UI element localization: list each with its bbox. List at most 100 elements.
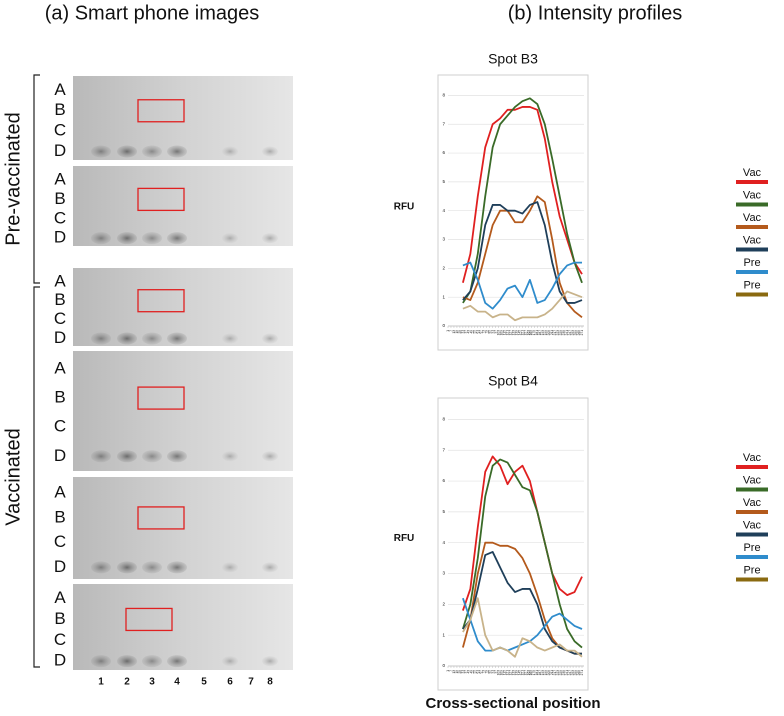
column-label: 1 [98, 677, 104, 688]
x-tick-label: 55 [473, 670, 477, 674]
row-label: A [54, 358, 66, 377]
column-label: 8 [267, 677, 273, 688]
spot [91, 450, 111, 463]
x-tick-label: 235 [562, 330, 566, 336]
row-label: A [54, 483, 66, 502]
group-label: Vaccinated [2, 428, 24, 525]
x-tick-label: 49 [470, 330, 474, 334]
x-tick-label: 145 [517, 670, 521, 676]
y-tick-label: 8 [442, 93, 445, 98]
column-label: 7 [248, 677, 254, 688]
legend-swatch [736, 202, 768, 207]
x-tick-label: 205 [547, 330, 551, 336]
y-tick-label: 3 [442, 237, 445, 242]
x-tick-label: 85 [488, 330, 492, 334]
spot [262, 146, 278, 157]
legend-swatch [736, 180, 768, 184]
legend-swatch [736, 225, 768, 229]
row-label: D [54, 328, 66, 347]
y-tick-label: 5 [442, 179, 445, 184]
x-tick-label: 157 [523, 330, 527, 336]
row-label: B [54, 189, 65, 208]
x-tick-label: 115 [502, 670, 506, 675]
y-tick-label: 5 [442, 509, 445, 514]
spot [142, 450, 162, 463]
row-label: B [54, 507, 65, 526]
x-tick-label: 199 [544, 330, 548, 336]
x-tick-label: 127 [508, 330, 512, 336]
x-tick-label: 133 [511, 330, 515, 336]
group-bracket [33, 74, 40, 284]
highlight-box [137, 187, 185, 212]
row-label: D [54, 651, 66, 670]
x-tick-label: 13 [452, 330, 456, 334]
x-tick-label: 61 [476, 330, 480, 334]
phone-image [73, 166, 293, 246]
x-tick-label: 223 [556, 330, 560, 336]
spot [262, 562, 278, 573]
legend-label: Pre [743, 564, 760, 576]
x-tick-label: 265 [577, 670, 581, 676]
column-label: 6 [227, 677, 233, 688]
x-tick-label: 181 [535, 330, 539, 336]
y-tick-label: 0 [442, 663, 445, 668]
series-line [462, 201, 583, 304]
legend-swatch [736, 292, 768, 297]
y-tick-label: 2 [442, 266, 445, 271]
x-tick-label: 49 [470, 670, 474, 674]
x-tick-label: 163 [526, 330, 530, 336]
x-tick-label: 1 [446, 330, 450, 332]
x-tick-label: 247 [568, 670, 572, 676]
row-label: C [54, 309, 66, 328]
x-tick-label: 85 [488, 670, 492, 674]
spot [167, 655, 187, 668]
y-tick-label: 6 [442, 478, 445, 483]
x-tick-label: 127 [508, 670, 512, 676]
x-tick-label: 31 [461, 670, 465, 674]
row-label: C [54, 208, 66, 227]
y-tick-label: 7 [442, 121, 445, 126]
x-tick-label: 91 [491, 330, 495, 334]
x-tick-label: 61 [476, 670, 480, 674]
spot [117, 332, 137, 345]
spot [222, 333, 238, 344]
x-tick-label: 31 [461, 330, 465, 334]
highlight-box [137, 386, 185, 410]
x-tick-label: 115 [502, 330, 506, 335]
row-label: C [54, 121, 66, 140]
series-line [462, 195, 583, 319]
x-tick-label: 103 [496, 670, 500, 676]
column-label: 3 [149, 677, 155, 688]
x-tick-label: 175 [532, 670, 536, 676]
x-tick-label: 121 [505, 670, 509, 676]
y-tick-label: 4 [442, 208, 445, 213]
legend-label: Vac [743, 212, 762, 224]
phone-image [73, 351, 293, 471]
legend-label: Vac [743, 497, 762, 509]
row-label: C [54, 532, 66, 551]
x-tick-label: 139 [514, 330, 518, 336]
spot [117, 655, 137, 668]
x-tick-label: 151 [520, 670, 524, 676]
x-tick-label: 169 [529, 670, 533, 676]
legend-swatch [736, 270, 768, 274]
x-tick-label: 241 [565, 670, 569, 676]
x-tick-label: 43 [467, 330, 471, 334]
x-tick-label: 157 [523, 670, 527, 676]
x-tick-label: 247 [568, 330, 572, 336]
legend-swatch [736, 487, 768, 492]
spot [117, 232, 137, 245]
spot [117, 450, 137, 463]
series-line [462, 551, 583, 655]
x-tick-label: 265 [577, 330, 581, 336]
x-tick-label: 253 [571, 670, 575, 676]
y-axis-label: RFU [394, 202, 415, 213]
x-tick-label: 163 [526, 670, 530, 676]
x-tick-label: 79 [485, 330, 489, 334]
x-tick-label: 1 [446, 670, 450, 672]
highlight-box [137, 506, 185, 530]
x-tick-label: 271 [580, 330, 584, 336]
x-tick-label: 211 [550, 330, 554, 335]
phone-image [73, 76, 293, 160]
spot [91, 655, 111, 668]
